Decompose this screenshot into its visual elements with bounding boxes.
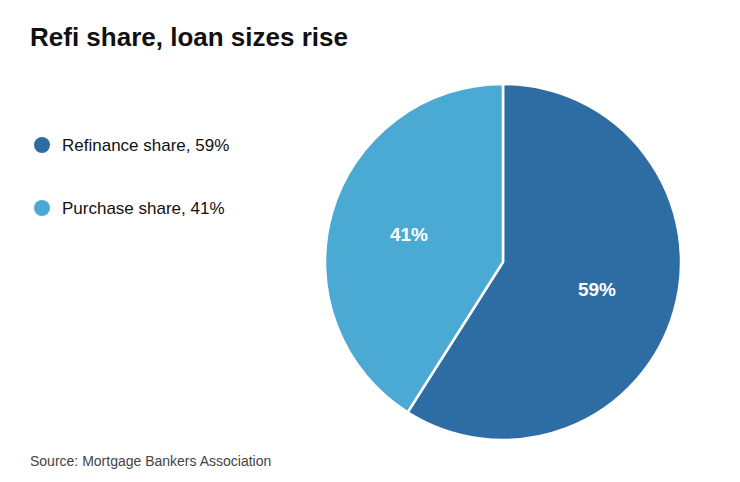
data-label: 59% bbox=[578, 279, 616, 300]
background bbox=[0, 0, 740, 482]
title: Refi share, loan sizes rise bbox=[30, 22, 348, 52]
legend-swatch bbox=[34, 200, 50, 216]
pie-slice bbox=[325, 84, 503, 412]
legend-swatch bbox=[34, 137, 50, 153]
legend-label: Refinance share, 59% bbox=[62, 136, 229, 155]
data-label: 41% bbox=[390, 224, 428, 245]
pie bbox=[325, 84, 681, 440]
source: Source: Mortgage Bankers Association bbox=[30, 453, 271, 469]
data-labels: 59% 41% bbox=[390, 224, 616, 300]
chart: Refi share, loan sizes rise 59% 41% Refinan… bbox=[0, 0, 740, 482]
legend-label: Purchase share, 41% bbox=[62, 199, 225, 218]
legend: Refinance share, 59% Purchase share, 41% bbox=[34, 136, 229, 218]
